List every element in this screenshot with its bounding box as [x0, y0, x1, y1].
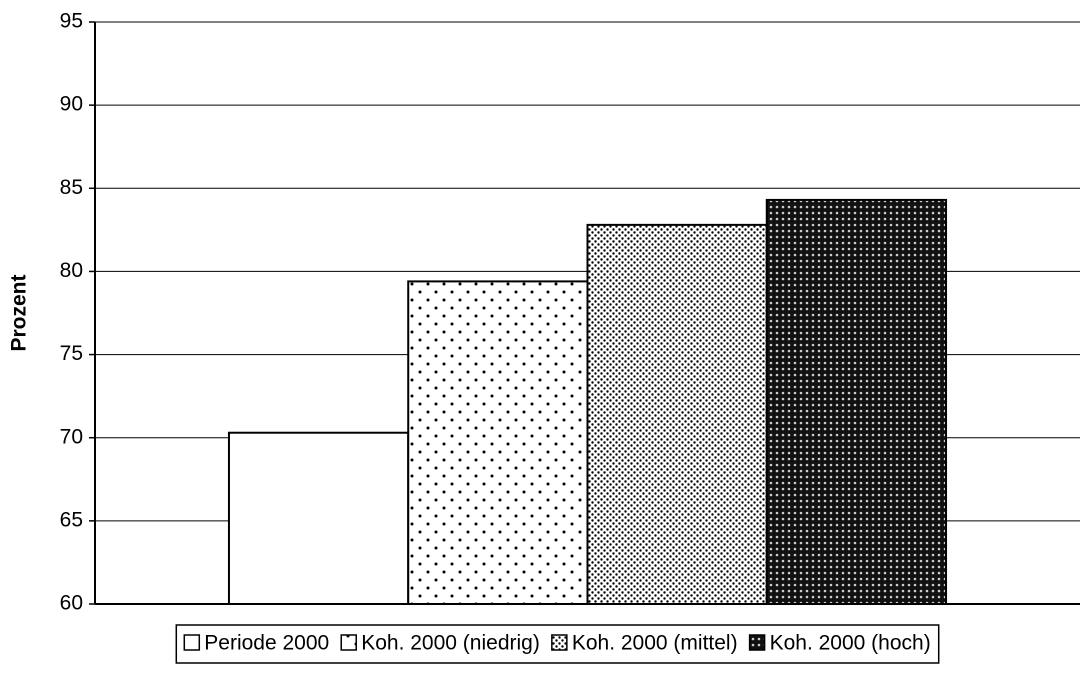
bar: [407, 280, 589, 605]
legend-label: Periode 2000: [204, 632, 329, 655]
y-tick-label: 90: [60, 93, 83, 116]
legend-label: Koh. 2000 (mittel): [572, 632, 738, 655]
legend-swatch: [340, 634, 357, 651]
y-tick-label: 70: [60, 425, 83, 448]
y-tick-label: 75: [60, 342, 83, 365]
y-tick-label: 60: [60, 592, 83, 615]
y-tick-label: 95: [60, 10, 83, 33]
y-tick-label: 65: [60, 508, 83, 531]
legend-swatch: [551, 634, 568, 651]
bar: [586, 223, 768, 606]
legend-swatch: [748, 634, 766, 651]
y-tick-label: 85: [60, 176, 83, 199]
legend-label: Koh. 2000 (niedrig): [361, 632, 540, 655]
y-axis-label: Prozent: [8, 274, 31, 351]
bar: [227, 431, 410, 605]
y-tick-label: 80: [60, 259, 83, 282]
legend-label: Koh. 2000 (hoch): [770, 632, 931, 655]
legend-swatch: [183, 634, 201, 651]
bar: [765, 198, 948, 605]
